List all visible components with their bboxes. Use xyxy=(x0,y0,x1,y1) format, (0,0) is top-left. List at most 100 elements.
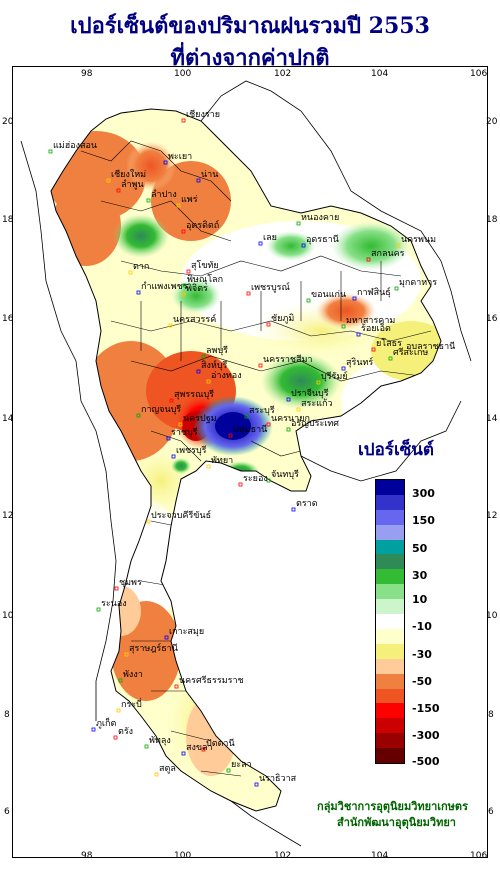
station-marker xyxy=(163,160,168,165)
y-tick-right-14: 14 xyxy=(486,414,498,424)
station-marker xyxy=(226,768,231,773)
station-marker xyxy=(352,296,357,301)
place-label: ระนอง xyxy=(101,599,127,609)
legend-swatch xyxy=(376,584,404,600)
legend-label: 150 xyxy=(412,514,435,527)
neighbour-border-line xyxy=(230,800,302,847)
place-label: นครศรีธรรมราช xyxy=(179,675,244,686)
place-label: อุบลราชธานี xyxy=(406,341,455,352)
place-label: กระบี่ xyxy=(121,697,142,710)
station-marker xyxy=(166,436,171,441)
place-label: บุรีรัมย์ xyxy=(321,370,348,382)
place-label: แม่ฮ่องสอน xyxy=(53,141,97,151)
legend-label: -500 xyxy=(412,755,440,768)
place-label: เกาะสมุย xyxy=(169,627,204,637)
x-tick-top-102: 102 xyxy=(274,69,292,79)
y-tick-right-18: 18 xyxy=(486,215,498,225)
station-marker xyxy=(181,229,186,234)
x-tick-bottom-106: 106 xyxy=(470,851,488,861)
place-label: ลพบุรี xyxy=(206,345,228,356)
place-label: พัทยา xyxy=(211,456,233,466)
place-label: กำแพงเพชร xyxy=(141,281,188,292)
legend-label: -10 xyxy=(412,620,432,633)
station-marker xyxy=(174,684,179,689)
place-label: มหาสารคาม xyxy=(346,316,395,326)
place-label: นครสวรรค์ xyxy=(173,313,216,325)
legend-swatch xyxy=(376,599,404,615)
credit-line2: สำนักพัฒนาอุตุนิยมวิทยา xyxy=(337,816,456,829)
place-label: ชุมพร xyxy=(119,578,142,588)
place-label: สตูล xyxy=(159,764,176,774)
y-tick-right-10: 10 xyxy=(486,611,498,621)
legend-swatch xyxy=(376,703,404,719)
x-tick-top-104: 104 xyxy=(371,69,389,79)
place-label: จันทบุรี xyxy=(271,469,299,480)
place-label: ปราจีนบุรี xyxy=(291,388,329,399)
x-tick-bottom-100: 100 xyxy=(174,851,192,861)
station-marker xyxy=(181,751,186,756)
y-tick-right-6: 6 xyxy=(488,807,494,817)
place-label: น่าน xyxy=(201,170,218,180)
legend-swatch xyxy=(376,673,404,690)
place-label: ตราด xyxy=(296,499,318,509)
place-label: เพชรบูรณ์ xyxy=(251,281,290,293)
map-frame: เชียงราย แม่ฮ่องสอน พะเยา เชียงใหม่ ลำพูน ลำป… xyxy=(12,66,488,858)
station-marker xyxy=(181,292,186,297)
station-marker xyxy=(116,708,121,713)
y-tick-right-12: 12 xyxy=(486,511,498,521)
station-marker xyxy=(356,332,361,337)
place-label: สิงห์บุรี xyxy=(201,359,228,371)
station-marker xyxy=(178,422,183,427)
legend-swatch xyxy=(376,643,404,660)
station-marker xyxy=(316,380,321,385)
station-marker xyxy=(266,322,271,327)
place-label: ยโสธร xyxy=(376,338,402,349)
neighbour-border-line xyxy=(300,400,462,482)
map-title-line1: เปอร์เซ็นต์ของปริมาณฝนรวมปี 2553 xyxy=(70,13,430,39)
legend-label: -150 xyxy=(412,702,440,715)
legend-swatch xyxy=(376,658,404,675)
station-marker xyxy=(118,678,123,683)
legend-label: 50 xyxy=(412,542,428,555)
place-label: ยะลา xyxy=(231,760,252,770)
y-tick-left-14: 14 xyxy=(2,414,14,424)
legend-label: 10 xyxy=(412,593,428,606)
station-marker xyxy=(181,118,186,123)
station-marker xyxy=(291,507,296,512)
x-tick-bottom-98: 98 xyxy=(81,851,93,861)
place-label: ตรัง xyxy=(118,727,133,737)
legend-label: -300 xyxy=(412,729,440,742)
place-label: เชียงใหม่ xyxy=(111,169,146,180)
place-label: พังงา xyxy=(123,670,143,680)
station-marker xyxy=(144,744,149,749)
station-marker xyxy=(246,291,251,296)
place-label: มุกดาหาร xyxy=(399,278,437,288)
x-tick-bottom-102: 102 xyxy=(274,851,292,861)
legend-swatch xyxy=(376,569,404,585)
place-label: พิจิตร xyxy=(186,283,208,294)
place-label: สระบุรี xyxy=(249,405,275,416)
station-marker xyxy=(401,350,406,355)
place-label: สระแก้ว xyxy=(301,398,332,409)
legend-swatch xyxy=(376,688,404,704)
station-marker xyxy=(206,464,211,469)
station-marker xyxy=(341,324,346,329)
station-marker xyxy=(171,454,176,459)
place-label: อุดรธานี xyxy=(306,234,339,245)
station-marker xyxy=(238,482,243,487)
neighbour-border-line xyxy=(200,80,472,362)
station-marker xyxy=(244,414,249,419)
place-label: ขอนแก่น xyxy=(311,290,346,300)
station-marker xyxy=(306,298,311,303)
station-marker xyxy=(146,519,151,524)
place-label: เพชรบุรี xyxy=(176,445,207,456)
station-marker xyxy=(113,735,118,740)
station-marker xyxy=(196,369,201,374)
station-marker xyxy=(168,323,173,328)
place-label: นครปฐม xyxy=(183,414,217,424)
y-tick-left-10: 10 xyxy=(2,611,14,621)
place-label: ปัตตานี xyxy=(206,738,235,749)
place-label: นครราชสีมา xyxy=(263,354,312,365)
legend-swatch xyxy=(376,539,404,555)
place-label: เชียงราย xyxy=(186,109,220,120)
